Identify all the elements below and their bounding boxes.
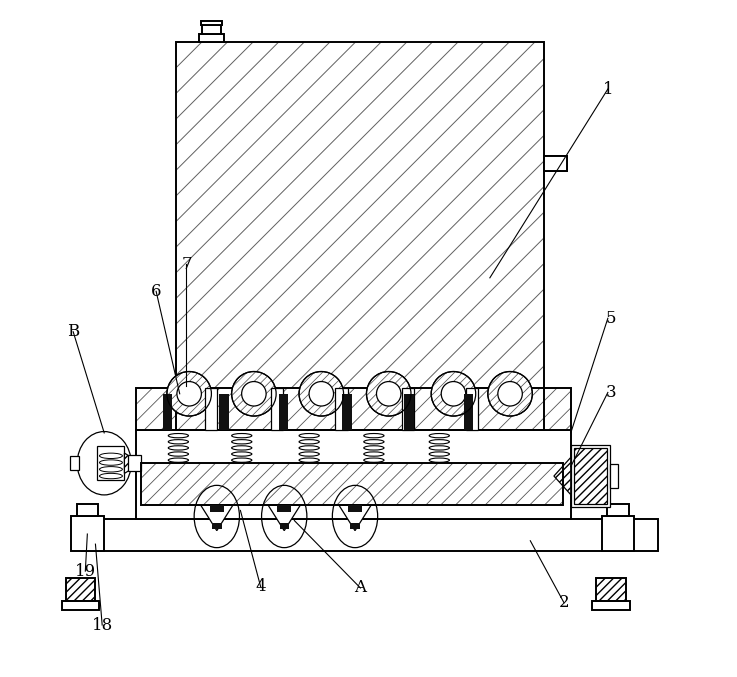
Bar xyxy=(574,448,607,504)
Bar xyxy=(176,42,544,429)
Bar xyxy=(574,448,607,504)
Bar xyxy=(176,42,544,429)
Bar xyxy=(596,578,626,601)
Bar xyxy=(402,388,413,429)
Bar xyxy=(202,25,221,34)
Text: 18: 18 xyxy=(91,617,113,634)
Circle shape xyxy=(498,382,523,406)
Text: 5: 5 xyxy=(606,310,616,327)
Bar xyxy=(467,388,478,429)
Text: B: B xyxy=(67,323,80,341)
Bar xyxy=(464,394,473,429)
Circle shape xyxy=(309,382,334,406)
Circle shape xyxy=(299,372,343,416)
Bar xyxy=(136,388,570,429)
Bar xyxy=(71,516,103,551)
Polygon shape xyxy=(554,458,570,495)
Bar xyxy=(82,519,658,551)
Circle shape xyxy=(177,382,201,406)
Bar xyxy=(270,388,283,429)
Bar xyxy=(596,578,626,601)
Bar xyxy=(544,156,567,171)
Bar xyxy=(544,156,567,171)
Bar xyxy=(142,463,562,505)
Bar xyxy=(97,446,125,480)
Bar xyxy=(350,523,360,529)
Bar xyxy=(602,516,634,551)
Bar xyxy=(279,523,289,529)
Text: 1: 1 xyxy=(603,81,613,97)
Bar xyxy=(142,463,562,505)
Text: 19: 19 xyxy=(74,563,96,580)
Bar xyxy=(404,394,413,429)
Bar xyxy=(128,455,142,471)
Bar xyxy=(277,505,291,512)
Bar xyxy=(610,464,618,488)
Bar xyxy=(220,394,229,429)
Circle shape xyxy=(242,382,266,406)
Bar xyxy=(198,34,224,42)
Bar xyxy=(62,601,99,610)
Text: 4: 4 xyxy=(255,578,266,595)
Bar xyxy=(544,156,567,171)
Bar xyxy=(66,578,95,601)
Text: 3: 3 xyxy=(606,384,617,401)
Bar xyxy=(142,463,562,505)
Bar xyxy=(136,388,570,429)
Text: A: A xyxy=(354,580,366,596)
Circle shape xyxy=(366,372,411,416)
Polygon shape xyxy=(268,505,301,531)
Bar xyxy=(210,505,223,512)
Bar xyxy=(279,394,288,429)
Circle shape xyxy=(441,382,466,406)
Circle shape xyxy=(231,372,276,416)
Bar xyxy=(66,578,95,601)
Bar xyxy=(593,601,630,610)
Polygon shape xyxy=(339,505,371,531)
Text: 6: 6 xyxy=(151,283,161,300)
Bar xyxy=(200,21,222,25)
Bar xyxy=(77,504,98,516)
Circle shape xyxy=(431,372,475,416)
Circle shape xyxy=(488,372,532,416)
Text: 2: 2 xyxy=(559,594,570,611)
Bar xyxy=(136,388,570,429)
Bar xyxy=(570,445,610,507)
Bar xyxy=(136,429,570,519)
Ellipse shape xyxy=(77,431,131,495)
Bar xyxy=(212,523,222,529)
Bar xyxy=(206,388,217,429)
Bar xyxy=(163,394,172,429)
Circle shape xyxy=(377,382,401,406)
Polygon shape xyxy=(200,505,233,531)
Polygon shape xyxy=(125,453,142,473)
Bar xyxy=(71,456,79,470)
Bar xyxy=(335,388,348,429)
Bar xyxy=(349,505,362,512)
Bar xyxy=(607,504,629,516)
Bar xyxy=(176,42,544,429)
Circle shape xyxy=(167,372,212,416)
Bar xyxy=(342,394,352,429)
Text: 7: 7 xyxy=(181,256,192,273)
